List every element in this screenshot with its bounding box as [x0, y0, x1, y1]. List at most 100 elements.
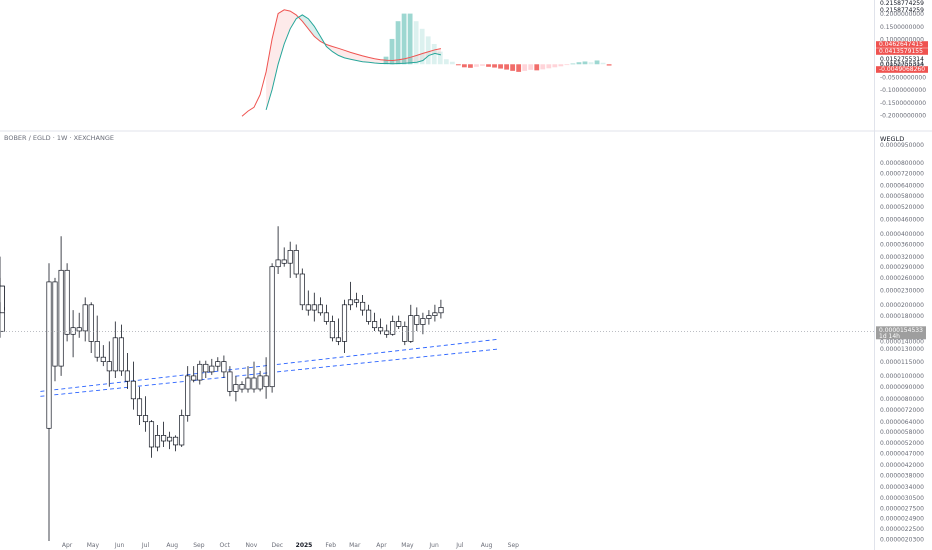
candle-body [106, 361, 112, 372]
candle-body [227, 371, 233, 392]
candle-body [203, 363, 209, 373]
candle-body [299, 273, 305, 306]
indicator-line-1 [241, 9, 441, 117]
histogram-bar [534, 64, 540, 71]
candle-body [118, 337, 124, 372]
indicator-cloud-fill [344, 50, 351, 60]
histogram-bar [443, 59, 449, 65]
indicator-cloud-fill [290, 11, 297, 29]
histogram-bar [468, 64, 473, 68]
candle-body [384, 330, 390, 335]
time-tick-label: Oct [220, 542, 231, 549]
indicator-cloud-fill [416, 53, 423, 63]
indicator-value-badge [876, 66, 928, 73]
price-tick-label: 0.0000058000 [880, 429, 924, 436]
candle-body [263, 375, 269, 388]
indicator-cloud-fill [386, 60, 393, 64]
candle-body [269, 266, 275, 388]
candle-body [173, 436, 179, 446]
countdown-label: 1d 14h [879, 333, 900, 340]
price-tick-label: 0.0000400000 [880, 231, 924, 238]
histogram-bar [395, 21, 401, 65]
histogram-bar [498, 64, 503, 69]
indicator-tick-label: 0.1500000000 [880, 24, 924, 31]
candle-body [197, 363, 203, 381]
candle-body [185, 375, 191, 416]
candle-body [329, 321, 335, 339]
histogram-bar [588, 62, 594, 65]
histogram-bar [492, 64, 497, 68]
price-tick-label: 0.0000042000 [880, 462, 924, 469]
price-tick-label: 0.0000072000 [880, 407, 924, 414]
histogram-bar [449, 61, 455, 65]
time-tick-label: Mar [349, 542, 361, 549]
candle-body [0, 312, 5, 332]
candle-body [420, 318, 426, 325]
candle-body [390, 321, 396, 335]
candle-body [154, 435, 161, 448]
candle-body [275, 259, 281, 268]
candle-body [257, 375, 263, 390]
histogram-bar [528, 64, 534, 70]
indicator-tick-label: 0.2158774259 [880, 7, 924, 14]
time-tick-label: Sep [193, 542, 205, 549]
indicator-tick-label: 0.2000000000 [880, 11, 924, 18]
time-tick-label: Jun [114, 542, 125, 549]
candle-body [167, 436, 173, 442]
candle-body [191, 375, 197, 381]
candle-body [353, 299, 360, 303]
price-tick-label: 0.0000180000 [880, 313, 924, 320]
candle-body [347, 299, 354, 306]
time-tick-label: Nov [246, 542, 258, 549]
time-tick-label: Feb [325, 542, 336, 549]
histogram-bar [564, 64, 570, 66]
price-tick-label: 0.0000580000 [880, 193, 924, 200]
candle-body [341, 304, 348, 342]
candle-body [46, 281, 52, 429]
axes: 0.21587742590.21587742590.20000000000.15… [62, 0, 928, 550]
price-tick-label: 0.0000034000 [880, 484, 924, 491]
histogram-bar [522, 64, 528, 71]
indicator-tick-label: -0.2000000000 [880, 112, 926, 119]
time-tick-label: Dec [271, 542, 283, 549]
indicator-line-2 [265, 14, 442, 111]
price-tick-label: 0.0000115000 [880, 359, 924, 366]
candle-body [161, 435, 167, 442]
indicator-value-label: 0.0413579155 [879, 48, 923, 55]
histogram-bar [480, 64, 485, 66]
indicator-tick-label: -0.1000000000 [880, 87, 926, 94]
candle-body [311, 304, 317, 311]
last-price-badge [876, 326, 926, 340]
histogram-bar [510, 64, 516, 71]
price-tick-label: 0.0000230000 [880, 288, 924, 295]
indicator-cloud-fill [422, 51, 429, 61]
candle-body [70, 327, 76, 335]
histogram-bar [606, 64, 612, 66]
histogram-bar [504, 64, 509, 70]
indicator-pane[interactable] [241, 9, 612, 117]
price-tick-label: 0.0000038000 [880, 472, 924, 479]
histogram-bar [552, 64, 558, 68]
price-tick-label: 0.0000100000 [880, 373, 924, 380]
price-tick-label: 0.0000080000 [880, 396, 924, 403]
candle-body [408, 315, 414, 342]
candle-body [402, 326, 408, 342]
price-tick-label: 0.0000260000 [880, 275, 924, 282]
indicator-cloud-fill [284, 9, 291, 45]
price-tick-label: 0.0000022500 [880, 526, 924, 533]
price-tick-label: 0.0000460000 [880, 217, 924, 224]
candle-body [293, 250, 299, 275]
price-tick-label: 0.0000800000 [880, 160, 924, 167]
time-tick-label: Sep [508, 542, 520, 549]
price-pane[interactable] [0, 226, 874, 541]
price-tick-label: 0.0000360000 [880, 242, 924, 249]
price-tick-label: 0.0000950000 [880, 142, 924, 149]
indicator-tick-label: 0.2158774259 [880, 0, 924, 7]
candle-body [148, 421, 155, 448]
candle-body [100, 356, 106, 362]
indicator-cloud-fill [266, 38, 273, 110]
candle-body [323, 312, 329, 322]
indicator-value-label: 0.0462647415 [879, 41, 923, 48]
candle-body [112, 337, 118, 372]
